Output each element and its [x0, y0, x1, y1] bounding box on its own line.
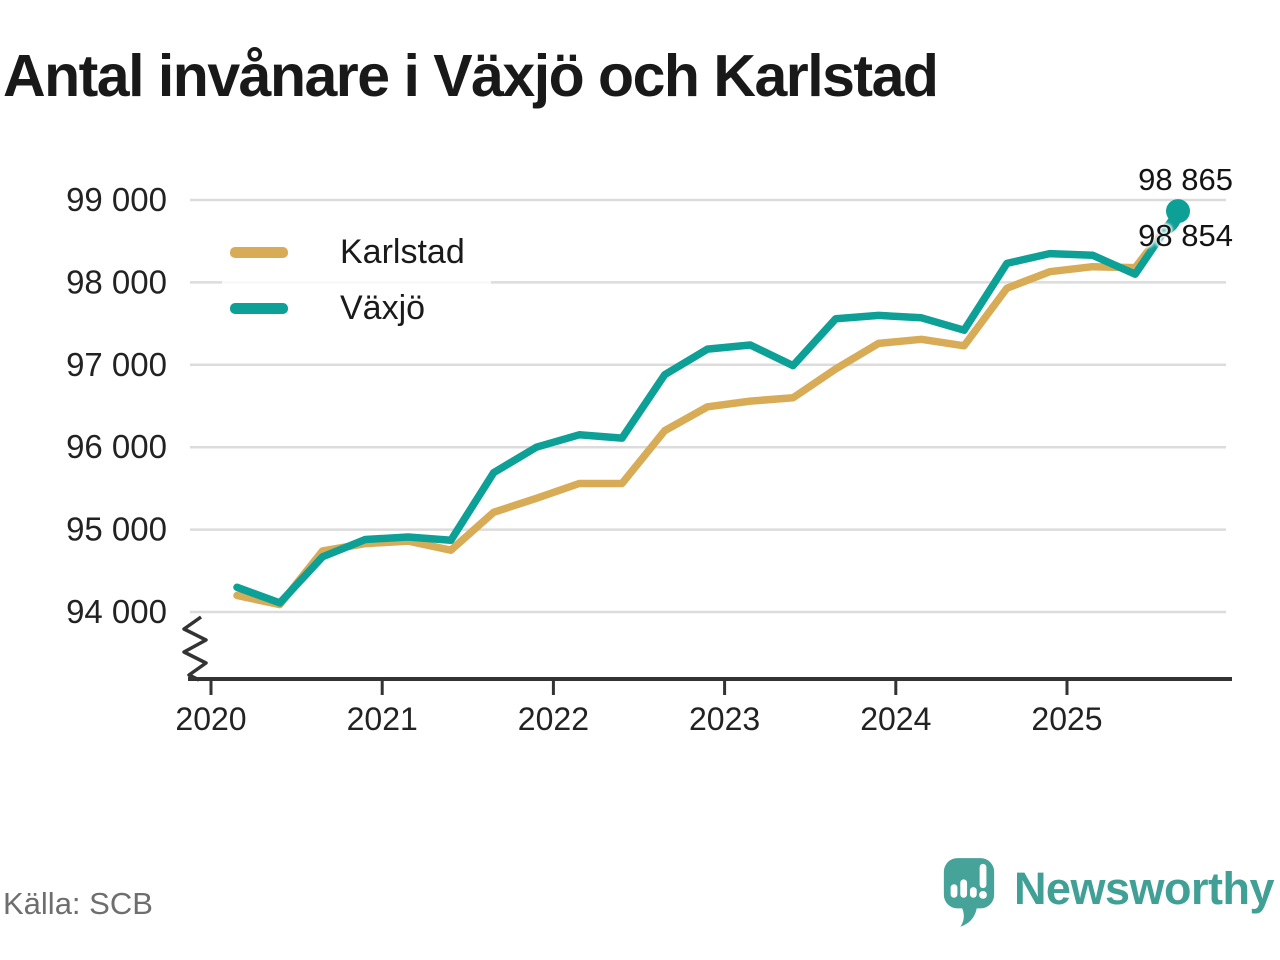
y-tick-label: 95 000 — [66, 511, 167, 548]
legend-item-vaxjo: Växjö — [230, 288, 465, 328]
x-tick-label: 2022 — [518, 701, 589, 737]
legend-label-vaxjo: Växjö — [340, 289, 426, 327]
legend-label-karlstad: Karlstad — [340, 233, 465, 271]
series-line-karlstad — [233, 208, 1182, 609]
end-value-karlstad: 98 854 — [1138, 218, 1233, 253]
y-tick-label: 97 000 — [66, 346, 167, 383]
x-tick-label: 2021 — [347, 701, 418, 737]
page-title: Antal invånare i Växjö och Karlstad — [3, 43, 939, 109]
legend-swatch-vaxjo — [230, 302, 288, 314]
newsworthy-logo-icon — [943, 858, 995, 927]
end-value-vaxjo: 98 865 — [1138, 162, 1233, 197]
legend-item-karlstad: Karlstad — [230, 232, 465, 272]
y-tick-label: 96 000 — [66, 428, 167, 465]
x-tick-label: 2025 — [1031, 701, 1102, 737]
axis-break-zigzag-icon — [182, 615, 208, 682]
x-tick-label: 2023 — [689, 701, 760, 737]
legend-swatch-karlstad — [230, 246, 288, 258]
source-note: Källa: SCB — [3, 886, 153, 921]
newsworthy-branding: Newsworthy — [940, 852, 1275, 930]
chart-legend: Karlstad Växjö — [222, 226, 491, 338]
x-tick-label: 2024 — [860, 701, 931, 737]
y-tick-label: 99 000 — [66, 181, 167, 218]
end-point-marker-tail — [1162, 221, 1180, 236]
newsworthy-logo-text: Newsworthy — [1013, 863, 1275, 914]
x-tick-label: 2020 — [175, 701, 246, 737]
y-tick-label: 94 000 — [66, 593, 167, 630]
end-point-marker — [1166, 199, 1190, 224]
series-line-vxj — [233, 207, 1182, 607]
y-tick-label: 98 000 — [66, 263, 167, 300]
